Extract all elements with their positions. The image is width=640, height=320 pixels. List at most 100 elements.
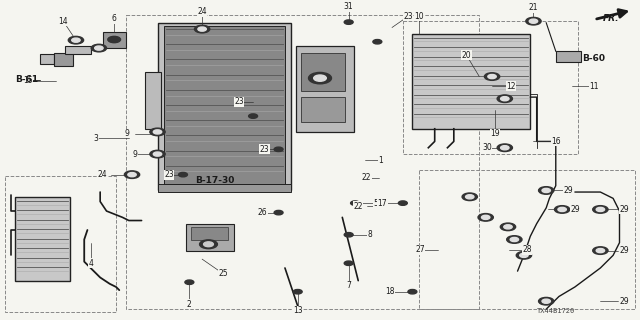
Bar — [301, 97, 346, 123]
Circle shape — [507, 236, 522, 243]
Text: 7: 7 — [346, 281, 351, 290]
Bar — [412, 34, 531, 129]
Text: 11: 11 — [589, 82, 599, 91]
Circle shape — [539, 187, 554, 194]
Text: 2: 2 — [187, 300, 192, 309]
Text: 10: 10 — [414, 12, 424, 21]
Text: 3: 3 — [93, 134, 98, 143]
Circle shape — [92, 44, 106, 52]
Circle shape — [596, 207, 605, 212]
Circle shape — [128, 172, 136, 177]
Circle shape — [593, 247, 608, 254]
Text: 27: 27 — [415, 245, 425, 254]
Text: 24: 24 — [197, 7, 207, 16]
Circle shape — [478, 213, 493, 221]
Circle shape — [185, 280, 194, 284]
Text: B-60: B-60 — [582, 54, 605, 63]
Bar — [157, 184, 291, 192]
Circle shape — [154, 130, 162, 134]
Circle shape — [72, 38, 80, 42]
Circle shape — [593, 206, 608, 213]
Circle shape — [488, 75, 496, 79]
Bar — [419, 170, 636, 309]
Circle shape — [510, 237, 518, 242]
Text: B-17-30: B-17-30 — [195, 176, 234, 186]
Text: 23: 23 — [403, 12, 413, 21]
Circle shape — [500, 223, 516, 231]
Circle shape — [465, 195, 474, 199]
Text: FR.: FR. — [602, 13, 619, 22]
Circle shape — [154, 152, 162, 156]
Circle shape — [200, 240, 218, 249]
Circle shape — [497, 95, 513, 102]
Text: B-61: B-61 — [15, 75, 38, 84]
Text: 29: 29 — [620, 246, 629, 255]
Text: 14: 14 — [58, 17, 68, 26]
Bar — [125, 15, 479, 309]
Circle shape — [520, 253, 528, 257]
Text: 15: 15 — [23, 76, 33, 85]
Text: 9: 9 — [125, 129, 129, 138]
Bar — [40, 54, 54, 64]
Bar — [164, 26, 285, 184]
Bar — [145, 72, 161, 129]
Text: 6: 6 — [112, 14, 116, 23]
Circle shape — [198, 27, 206, 31]
Circle shape — [542, 299, 550, 303]
Text: 25: 25 — [218, 269, 228, 278]
Bar — [54, 53, 73, 66]
Circle shape — [558, 207, 566, 212]
Circle shape — [150, 128, 165, 136]
Bar — [4, 176, 116, 312]
Circle shape — [274, 147, 283, 152]
Bar — [556, 51, 581, 62]
Circle shape — [529, 19, 538, 23]
Circle shape — [408, 290, 417, 294]
Text: 21: 21 — [529, 4, 538, 12]
Text: 12: 12 — [506, 82, 516, 91]
Circle shape — [95, 46, 103, 50]
Bar — [301, 53, 346, 91]
Circle shape — [462, 193, 477, 201]
Circle shape — [248, 114, 257, 118]
Circle shape — [500, 146, 509, 150]
Text: 17: 17 — [378, 199, 387, 208]
Circle shape — [554, 206, 570, 213]
Circle shape — [526, 17, 541, 25]
Circle shape — [542, 188, 550, 193]
Bar — [191, 228, 228, 240]
Text: 23: 23 — [260, 145, 269, 154]
Circle shape — [68, 36, 84, 44]
Circle shape — [373, 40, 382, 44]
Text: 19: 19 — [490, 129, 500, 138]
Text: 26: 26 — [258, 208, 268, 217]
Text: TX44B1720: TX44B1720 — [537, 308, 575, 314]
Circle shape — [351, 201, 360, 205]
Circle shape — [596, 249, 605, 253]
Circle shape — [274, 210, 283, 215]
Circle shape — [484, 73, 500, 80]
Text: 22: 22 — [353, 202, 363, 211]
Circle shape — [481, 215, 490, 220]
Text: 9: 9 — [132, 149, 138, 159]
Text: 22: 22 — [362, 173, 371, 182]
Circle shape — [504, 225, 512, 229]
Text: 18: 18 — [385, 287, 395, 296]
Circle shape — [195, 25, 210, 33]
Text: 16: 16 — [551, 137, 561, 146]
Text: 28: 28 — [522, 245, 532, 254]
Text: 29: 29 — [564, 186, 573, 195]
Circle shape — [308, 72, 332, 84]
Circle shape — [150, 150, 165, 158]
Circle shape — [108, 36, 120, 43]
Circle shape — [314, 75, 326, 81]
Text: 23: 23 — [164, 170, 174, 179]
Text: 29: 29 — [620, 297, 629, 306]
Bar — [65, 46, 91, 54]
Text: 5: 5 — [374, 199, 378, 208]
Circle shape — [293, 290, 302, 294]
Text: 29: 29 — [620, 205, 629, 214]
Text: 30: 30 — [482, 143, 492, 152]
Bar — [296, 46, 354, 132]
Circle shape — [398, 201, 407, 205]
